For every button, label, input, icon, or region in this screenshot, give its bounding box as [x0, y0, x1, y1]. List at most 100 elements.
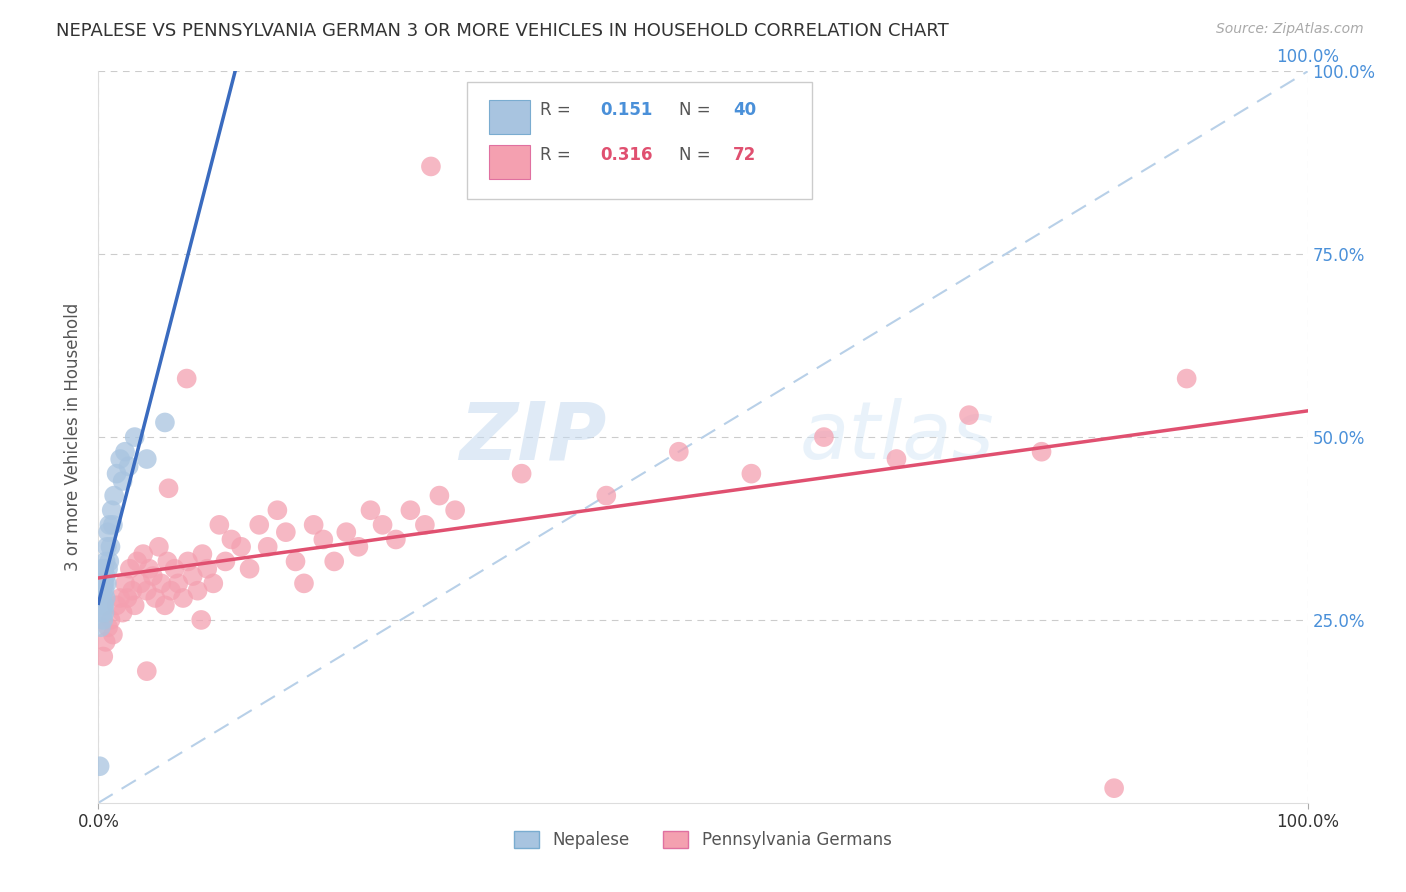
Point: [101, 517, 124, 532]
Point: [266, 503, 288, 517]
FancyBboxPatch shape: [489, 100, 530, 134]
Point: [208, 517, 231, 532]
Point: [89, 591, 111, 605]
Point: [347, 540, 370, 554]
Point: [191, 547, 214, 561]
Text: Source: ZipAtlas.com: Source: ZipAtlas.com: [1216, 22, 1364, 37]
Point: [111, 606, 134, 620]
Point: [105, 467, 128, 481]
Point: [335, 525, 357, 540]
Point: [1102, 781, 1125, 796]
Text: 0.316: 0.316: [600, 146, 652, 164]
Point: [93, 576, 115, 591]
Point: [429, 489, 451, 503]
Point: [114, 444, 136, 458]
Point: [97, 562, 120, 576]
Point: [108, 452, 131, 467]
Point: [256, 540, 278, 554]
Text: atlas: atlas: [800, 398, 994, 476]
Text: 40: 40: [734, 101, 756, 120]
Point: [91, 599, 114, 613]
Point: [190, 613, 212, 627]
Point: [214, 554, 236, 568]
Point: [229, 540, 252, 554]
Point: [740, 467, 762, 481]
Point: [129, 576, 152, 591]
Point: [957, 408, 980, 422]
Point: [91, 613, 114, 627]
Point: [121, 583, 143, 598]
Point: [153, 599, 176, 613]
Point: [93, 583, 115, 598]
Point: [90, 569, 112, 583]
Point: [105, 599, 128, 613]
Point: [132, 547, 155, 561]
Point: [93, 599, 115, 613]
Point: [100, 540, 122, 554]
Point: [135, 664, 157, 678]
Point: [284, 554, 307, 568]
Point: [96, 540, 118, 554]
Text: ZIP: ZIP: [458, 398, 606, 476]
Text: N =: N =: [679, 146, 716, 164]
Point: [89, 759, 111, 773]
Point: [118, 562, 141, 576]
Point: [100, 613, 122, 627]
Legend: Nepalese, Pennsylvania Germans: Nepalese, Pennsylvania Germans: [515, 831, 891, 849]
Point: [157, 481, 180, 495]
Point: [93, 562, 115, 576]
Point: [98, 554, 121, 568]
Point: [274, 525, 297, 540]
Text: R =: R =: [540, 146, 576, 164]
Point: [93, 606, 115, 620]
Point: [94, 569, 117, 583]
Text: 0.151: 0.151: [600, 101, 652, 120]
Point: [312, 533, 335, 547]
Point: [150, 576, 173, 591]
Point: [94, 591, 117, 605]
Point: [97, 620, 120, 634]
Point: [96, 576, 118, 591]
Point: [97, 525, 120, 540]
Point: [90, 620, 112, 634]
Text: R =: R =: [540, 101, 576, 120]
Point: [117, 591, 139, 605]
Point: [187, 583, 209, 598]
Point: [195, 562, 218, 576]
Point: [135, 452, 157, 467]
Point: [177, 554, 200, 568]
Point: [143, 591, 166, 605]
Point: [108, 591, 131, 605]
Point: [124, 599, 146, 613]
Point: [142, 569, 165, 583]
Point: [94, 554, 117, 568]
Point: [221, 533, 243, 547]
Text: N =: N =: [679, 101, 716, 120]
Text: 72: 72: [734, 146, 756, 164]
Point: [118, 459, 141, 474]
Point: [420, 160, 443, 174]
Point: [114, 576, 136, 591]
Point: [153, 416, 176, 430]
Point: [202, 576, 225, 591]
Point: [111, 474, 134, 488]
Point: [160, 583, 183, 598]
Point: [323, 554, 346, 568]
Point: [124, 430, 146, 444]
Point: [886, 452, 908, 467]
Point: [135, 583, 157, 598]
Point: [91, 576, 114, 591]
Point: [668, 444, 690, 458]
Point: [444, 503, 467, 517]
Point: [176, 371, 198, 385]
Text: NEPALESE VS PENNSYLVANIA GERMAN 3 OR MORE VEHICLES IN HOUSEHOLD CORRELATION CHAR: NEPALESE VS PENNSYLVANIA GERMAN 3 OR MOR…: [56, 22, 949, 40]
Point: [239, 562, 262, 576]
Point: [91, 591, 114, 605]
Point: [90, 599, 112, 613]
Point: [100, 503, 122, 517]
Point: [101, 627, 124, 641]
Point: [167, 576, 190, 591]
Point: [91, 606, 114, 620]
Point: [127, 554, 149, 568]
Point: [1175, 371, 1198, 385]
